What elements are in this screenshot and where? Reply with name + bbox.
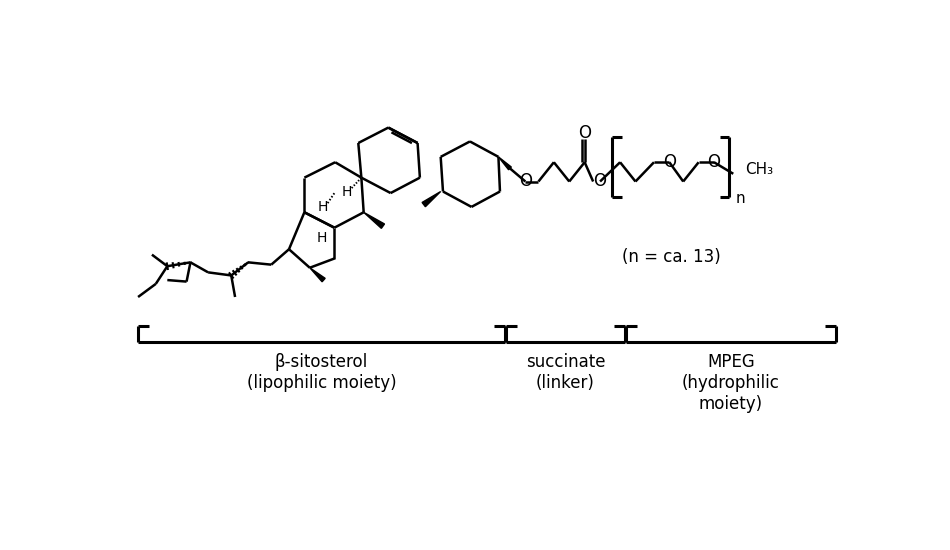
- Text: O: O: [663, 153, 675, 171]
- Text: O: O: [594, 173, 606, 190]
- Text: H: H: [342, 184, 352, 199]
- Text: (n = ca. 13): (n = ca. 13): [622, 248, 721, 266]
- Polygon shape: [310, 268, 325, 282]
- Text: n: n: [735, 191, 745, 206]
- Text: H: H: [317, 200, 328, 214]
- Text: O: O: [708, 153, 720, 171]
- Text: MPEG
(hydrophilic
moiety): MPEG (hydrophilic moiety): [682, 353, 780, 413]
- Text: O: O: [579, 124, 591, 142]
- Text: O: O: [519, 173, 532, 190]
- Polygon shape: [499, 157, 511, 170]
- Text: β-sitosterol
(lipophilic moiety): β-sitosterol (lipophilic moiety): [246, 353, 396, 392]
- Text: CH₃: CH₃: [745, 162, 773, 178]
- Text: H: H: [316, 230, 327, 245]
- Text: succinate
(linker): succinate (linker): [525, 353, 605, 392]
- Polygon shape: [422, 191, 441, 207]
- Polygon shape: [364, 212, 385, 228]
